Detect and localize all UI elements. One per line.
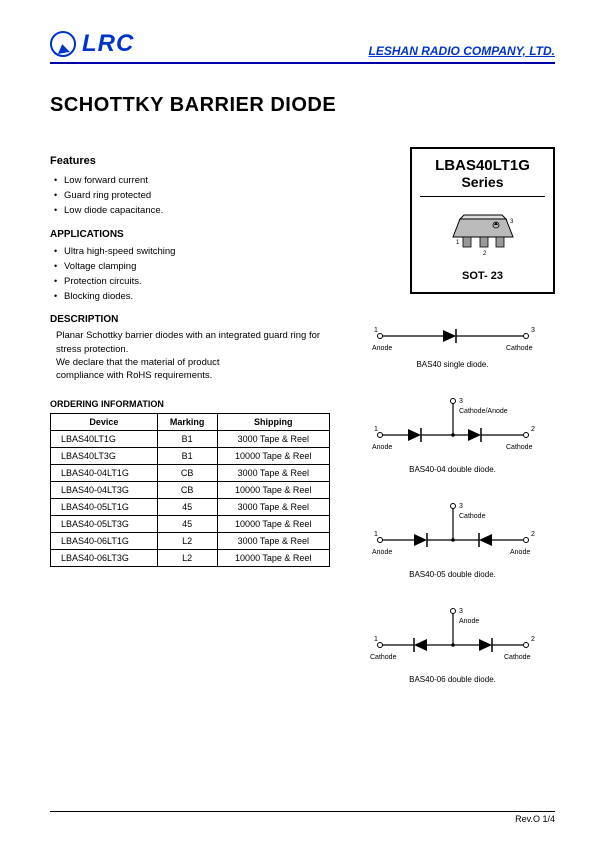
svg-text:1: 1	[374, 426, 378, 433]
svg-text:3: 3	[459, 608, 463, 615]
table-row: LBAS40-06LT1GL23000 Tape & Reel	[51, 532, 330, 549]
list-item: Guard ring protected	[64, 188, 330, 203]
logo-icon	[50, 31, 76, 57]
svg-text:1: 1	[374, 636, 378, 643]
table-row: LBAS40-04LT3GCB10000 Tape & Reel	[51, 481, 330, 498]
diagram-bas40-04: 3 Cathode/Anode 1 2 Anode Cathode BAS40-…	[350, 393, 555, 474]
applications-list: Ultra high-speed switching Voltage clamp…	[50, 244, 330, 305]
company-name: LESHAN RADIO COMPANY, LTD.	[369, 44, 555, 58]
svg-text:Cathode: Cathode	[504, 654, 531, 661]
svg-text:Cathode: Cathode	[506, 345, 533, 352]
desc-line: Planar Schottky barrier diodes with an i…	[56, 330, 320, 354]
svg-text:2: 2	[531, 531, 535, 538]
product-name: LBAS40LT1G	[412, 157, 553, 174]
ordering-table: Device Marking Shipping LBAS40LT1GB13000…	[50, 413, 330, 567]
logo-text: LRC	[82, 30, 134, 58]
svg-text:Cathode/Anode: Cathode/Anode	[459, 408, 508, 415]
applications-heading: APPLICATIONS	[50, 229, 330, 240]
col-device: Device	[51, 413, 158, 430]
description-text: Planar Schottky barrier diodes with an i…	[50, 329, 330, 382]
diagram-bas40-06: 3 Anode 1 2 Cathode Cathode BAS40-06 dou…	[350, 603, 555, 684]
diagram-caption: BAS40-04 double diode.	[350, 465, 555, 474]
features-list: Low forward current Guard ring protected…	[50, 173, 330, 219]
right-column: LBAS40LT1G Series 1 2 3 SOT- 23	[350, 147, 555, 684]
diagram-caption: BAS40-06 double diode.	[350, 675, 555, 684]
svg-text:Anode: Anode	[372, 549, 392, 556]
svg-text:2: 2	[531, 426, 535, 433]
product-series: Series	[420, 174, 545, 197]
svg-text:Anode: Anode	[459, 618, 479, 625]
revision: Rev.O 1/4	[515, 814, 555, 824]
svg-text:Anode: Anode	[372, 345, 392, 352]
diagram-bas40-05: 3 Cathode 1 2 Anode Anode BAS40-05 doubl…	[350, 498, 555, 579]
svg-text:3: 3	[459, 503, 463, 510]
svg-text:Cathode: Cathode	[370, 654, 397, 661]
svg-text:Cathode: Cathode	[506, 444, 533, 451]
table-row: LBAS40-05LT1G453000 Tape & Reel	[51, 498, 330, 515]
table-row: LBAS40LT3GB110000 Tape & Reel	[51, 447, 330, 464]
desc-line: We declare that the material of product	[56, 357, 220, 368]
footer: Rev.O 1/4	[50, 811, 555, 824]
svg-text:Cathode: Cathode	[459, 513, 486, 520]
col-shipping: Shipping	[217, 413, 329, 430]
content: Features Low forward current Guard ring …	[50, 147, 555, 684]
list-item: Ultra high-speed switching	[64, 244, 330, 259]
svg-text:2: 2	[483, 251, 487, 257]
svg-text:3: 3	[459, 398, 463, 405]
col-marking: Marking	[157, 413, 217, 430]
ordering-heading: ORDERING INFORMATION	[50, 399, 330, 409]
svg-text:Anode: Anode	[510, 549, 530, 556]
svg-text:1: 1	[374, 327, 378, 334]
page-title: SCHOTTKY BARRIER DIODE	[50, 94, 555, 117]
table-row: LBAS40-06LT3GL210000 Tape & Reel	[51, 549, 330, 566]
svg-text:3: 3	[531, 327, 535, 334]
svg-text:3: 3	[510, 219, 514, 225]
list-item: Blocking diodes.	[64, 289, 330, 304]
list-item: Protection circuits.	[64, 274, 330, 289]
logo: LRC	[50, 30, 134, 58]
diagram-caption: BAS40 single diode.	[350, 360, 555, 369]
list-item: Low forward current	[64, 173, 330, 188]
table-row: LBAS40LT1GB13000 Tape & Reel	[51, 430, 330, 447]
table-row: LBAS40-04LT1GCB3000 Tape & Reel	[51, 464, 330, 481]
left-column: Features Low forward current Guard ring …	[50, 147, 330, 684]
description-heading: DESCRIPTION	[50, 314, 330, 325]
diagram-bas40: 1 3 Anode Cathode BAS40 single diode.	[350, 318, 555, 369]
svg-text:2: 2	[531, 636, 535, 643]
sot23-icon: 1 2 3	[438, 209, 528, 257]
table-row: LBAS40-05LT3G4510000 Tape & Reel	[51, 515, 330, 532]
list-item: Low diode capacitance.	[64, 203, 330, 218]
table-header-row: Device Marking Shipping	[51, 413, 330, 430]
diagram-caption: BAS40-05 double diode.	[350, 570, 555, 579]
package-label: SOT- 23	[412, 270, 553, 282]
svg-text:1: 1	[374, 531, 378, 538]
svg-text:1: 1	[456, 240, 460, 246]
desc-line: compliance with RoHS requirements.	[56, 370, 212, 381]
list-item: Voltage clamping	[64, 259, 330, 274]
product-box: LBAS40LT1G Series 1 2 3 SOT- 23	[410, 147, 555, 294]
header: LRC LESHAN RADIO COMPANY, LTD.	[50, 30, 555, 64]
features-heading: Features	[50, 155, 330, 167]
svg-text:Anode: Anode	[372, 444, 392, 451]
